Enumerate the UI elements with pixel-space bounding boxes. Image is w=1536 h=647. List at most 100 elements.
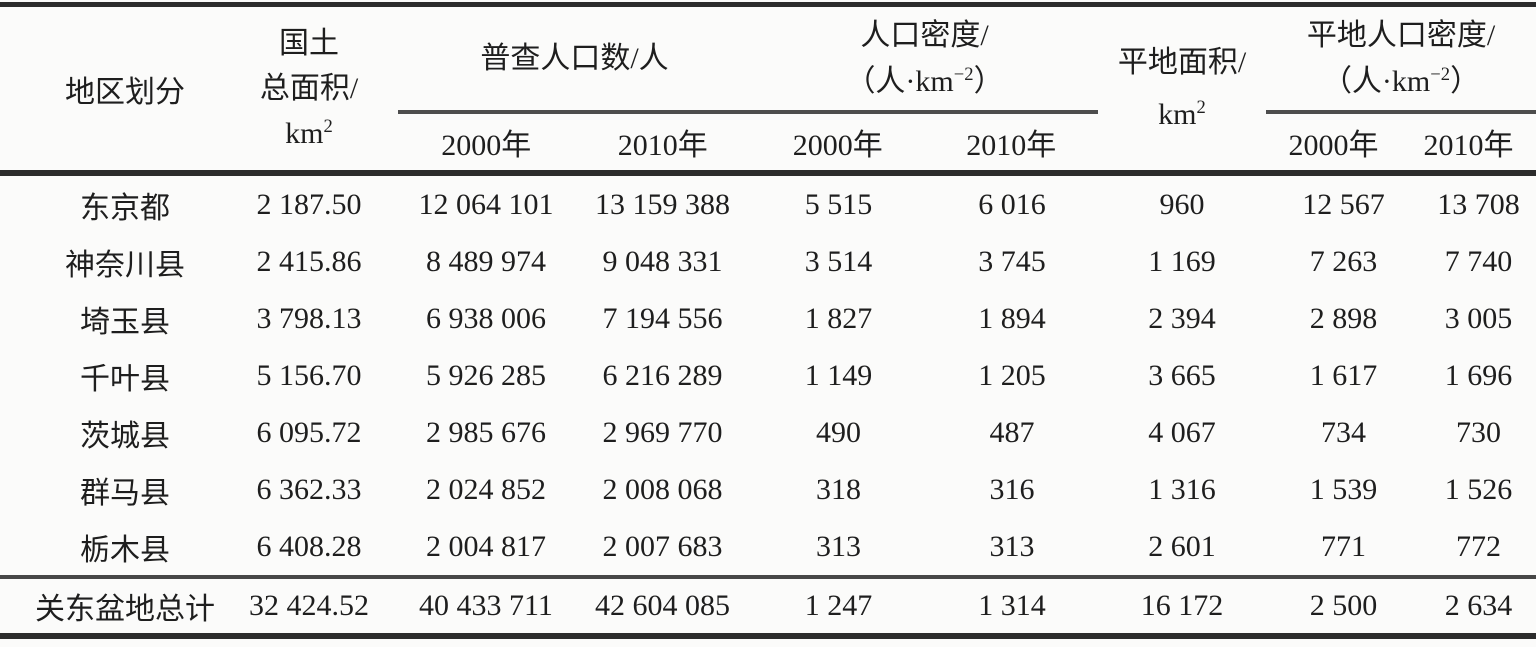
census-population-label: 普查人口数/人	[480, 41, 669, 75]
land-area-line1: 国土	[279, 27, 339, 60]
land-area-total-cell: 32 424.52	[249, 589, 369, 622]
region-header-label: 地区划分	[65, 75, 185, 109]
flat-density-label: 平地人口密度/ （人·km−2）	[1266, 7, 1536, 110]
flat-density-2010-cell: 1 526	[1444, 472, 1513, 506]
region-cell: 群马县	[80, 476, 170, 510]
census-2000-cell: 6 938 006	[426, 301, 546, 335]
flat-area-unit: km2	[1158, 96, 1206, 131]
census-2010-cell: 6 216 289	[602, 358, 723, 392]
land-area-unit: km2	[285, 116, 333, 150]
col-header-flat-density-2010: 2010年	[1423, 129, 1514, 162]
flat-density-2010-cell: 7 740	[1444, 244, 1513, 278]
region-cell: 神奈川县	[65, 248, 185, 282]
density-2010-cell: 487	[989, 415, 1035, 449]
table-row-tokyo: 东京都 2 187.50 12 064 101 13 159 388 5 515…	[0, 176, 1536, 233]
census-2010-cell: 2 007 683	[602, 529, 723, 563]
flat-density-2000-cell: 771	[1321, 529, 1366, 563]
table-row-tochigi: 栃木县 6 408.28 2 004 817 2 007 683 313 313…	[0, 518, 1536, 575]
table-top-rule	[0, 2, 1536, 7]
census-2000-cell: 5 926 285	[426, 358, 546, 392]
census-2010-total-cell: 42 604 085	[595, 589, 730, 622]
flat-area-cell: 960	[1159, 187, 1205, 221]
density-2000-cell: 490	[816, 415, 861, 449]
flat-density-2000-cell: 12 567	[1302, 187, 1385, 221]
region-cell: 栃木县	[80, 533, 170, 567]
census-2000-cell: 2 024 852	[426, 472, 546, 506]
col-header-density-2010: 2010年	[966, 129, 1057, 162]
flat-area-cell: 1 316	[1148, 472, 1216, 506]
table-row-gunma: 群马县 6 362.33 2 024 852 2 008 068 318 316…	[0, 461, 1536, 518]
density-2010-cell: 316	[989, 472, 1035, 506]
census-2000-cell: 8 489 974	[426, 244, 546, 278]
pre-total-rule	[0, 575, 1536, 579]
flat-area-line1: 平地面积/	[1117, 45, 1247, 79]
density-2010-cell: 1 205	[978, 358, 1046, 392]
density-2000-cell: 3 514	[804, 244, 873, 278]
table-row-chiba: 千叶县 5 156.70 5 926 285 6 216 289 1 149 1…	[0, 347, 1536, 404]
density-2010-cell: 6 016	[978, 187, 1046, 221]
density-2000-cell: 313	[816, 529, 861, 563]
flat-area-cell: 4 067	[1148, 415, 1216, 449]
flat-density-2010-cell: 730	[1456, 415, 1501, 449]
density-2010-total-cell: 1 314	[978, 589, 1046, 622]
col-group-population-density: 人口密度/ （人·km−2） 2000年 2010年	[751, 7, 1098, 170]
density-2000-total-cell: 1 247	[804, 589, 873, 622]
census-2000-cell: 12 064 101	[418, 187, 554, 221]
flat-density-2000-cell: 1 617	[1309, 358, 1378, 392]
land-area-cell: 5 156.70	[256, 358, 362, 392]
census-2010-cell: 7 194 556	[602, 301, 723, 335]
flat-density-2000-cell: 734	[1321, 415, 1366, 449]
table-row-saitama: 埼玉县 3 798.13 6 938 006 7 194 556 1 827 1…	[0, 290, 1536, 347]
flat-area-cell: 2 394	[1148, 301, 1216, 335]
region-cell: 茨城县	[80, 419, 170, 453]
density-2000-cell: 318	[816, 472, 861, 506]
census-2000-cell: 2 985 676	[426, 415, 546, 449]
density-2010-cell: 1 894	[978, 301, 1046, 335]
land-area-cell: 6 408.28	[256, 529, 362, 563]
region-cell: 埼玉县	[80, 305, 170, 339]
col-header-flat-density-2000: 2000年	[1288, 129, 1379, 162]
region-total-cell: 关东盆地总计	[35, 593, 215, 626]
table-bottom-rule	[0, 633, 1536, 639]
flat-density-2000-cell: 1 539	[1309, 472, 1378, 506]
land-area-cell: 3 798.13	[256, 301, 362, 335]
col-group-census-population: 普查人口数/人 2000年 2010年	[398, 7, 751, 170]
census-population-underline	[398, 110, 751, 114]
density-2000-cell: 1 149	[804, 358, 873, 392]
census-2010-cell: 13 159 388	[595, 187, 730, 221]
col-header-census-2010: 2010年	[617, 129, 708, 162]
census-2000-cell: 2 004 817	[426, 529, 546, 563]
flat-density-unit: （人·km−2）	[1321, 63, 1481, 98]
population-density-unit: （人·km−2）	[845, 63, 1004, 98]
flat-area-cell: 3 665	[1148, 358, 1216, 392]
region-cell: 东京都	[80, 191, 170, 225]
col-header-region: 地区划分	[0, 7, 220, 170]
census-2010-cell: 2 969 770	[602, 415, 723, 449]
flat-density-2000-cell: 7 263	[1309, 244, 1378, 278]
density-2000-cell: 1 827	[804, 301, 873, 335]
density-2010-cell: 313	[989, 529, 1035, 563]
flat-density-2010-cell: 1 696	[1444, 358, 1513, 392]
col-header-flat-area: 平地面积/ km2	[1098, 7, 1266, 170]
flat-area-total-cell: 16 172	[1140, 589, 1224, 622]
land-area-cell: 6 095.72	[256, 415, 362, 449]
table-row-total: 关东盆地总计 32 424.52 40 433 711 42 604 085 1…	[0, 579, 1536, 633]
population-density-underline	[751, 110, 1098, 114]
table-row-ibaraki: 茨城县 6 095.72 2 985 676 2 969 770 490 487…	[0, 404, 1536, 461]
density-2010-cell: 3 745	[978, 244, 1046, 278]
census-2000-total-cell: 40 433 711	[419, 589, 553, 622]
flat-area-cell: 1 169	[1148, 244, 1216, 278]
flat-density-2010-cell: 13 708	[1437, 187, 1520, 221]
land-area-line2: 总面积/	[259, 72, 359, 105]
flat-density-2000-total-cell: 2 500	[1309, 589, 1378, 622]
flat-density-2010-total-cell: 2 634	[1444, 589, 1513, 622]
land-area-cell: 6 362.33	[256, 472, 362, 506]
col-header-land-area: 国土 总面积/ km2	[220, 7, 398, 170]
header-bottom-rule	[0, 170, 1536, 176]
census-2010-cell: 2 008 068	[602, 472, 723, 506]
col-group-flat-density: 平地人口密度/ （人·km−2） 2000年 2010年	[1266, 7, 1536, 170]
region-cell: 千叶县	[80, 362, 170, 396]
population-density-label: 人口密度/ （人·km−2）	[751, 7, 1098, 110]
land-area-cell: 2 415.86	[256, 244, 362, 278]
